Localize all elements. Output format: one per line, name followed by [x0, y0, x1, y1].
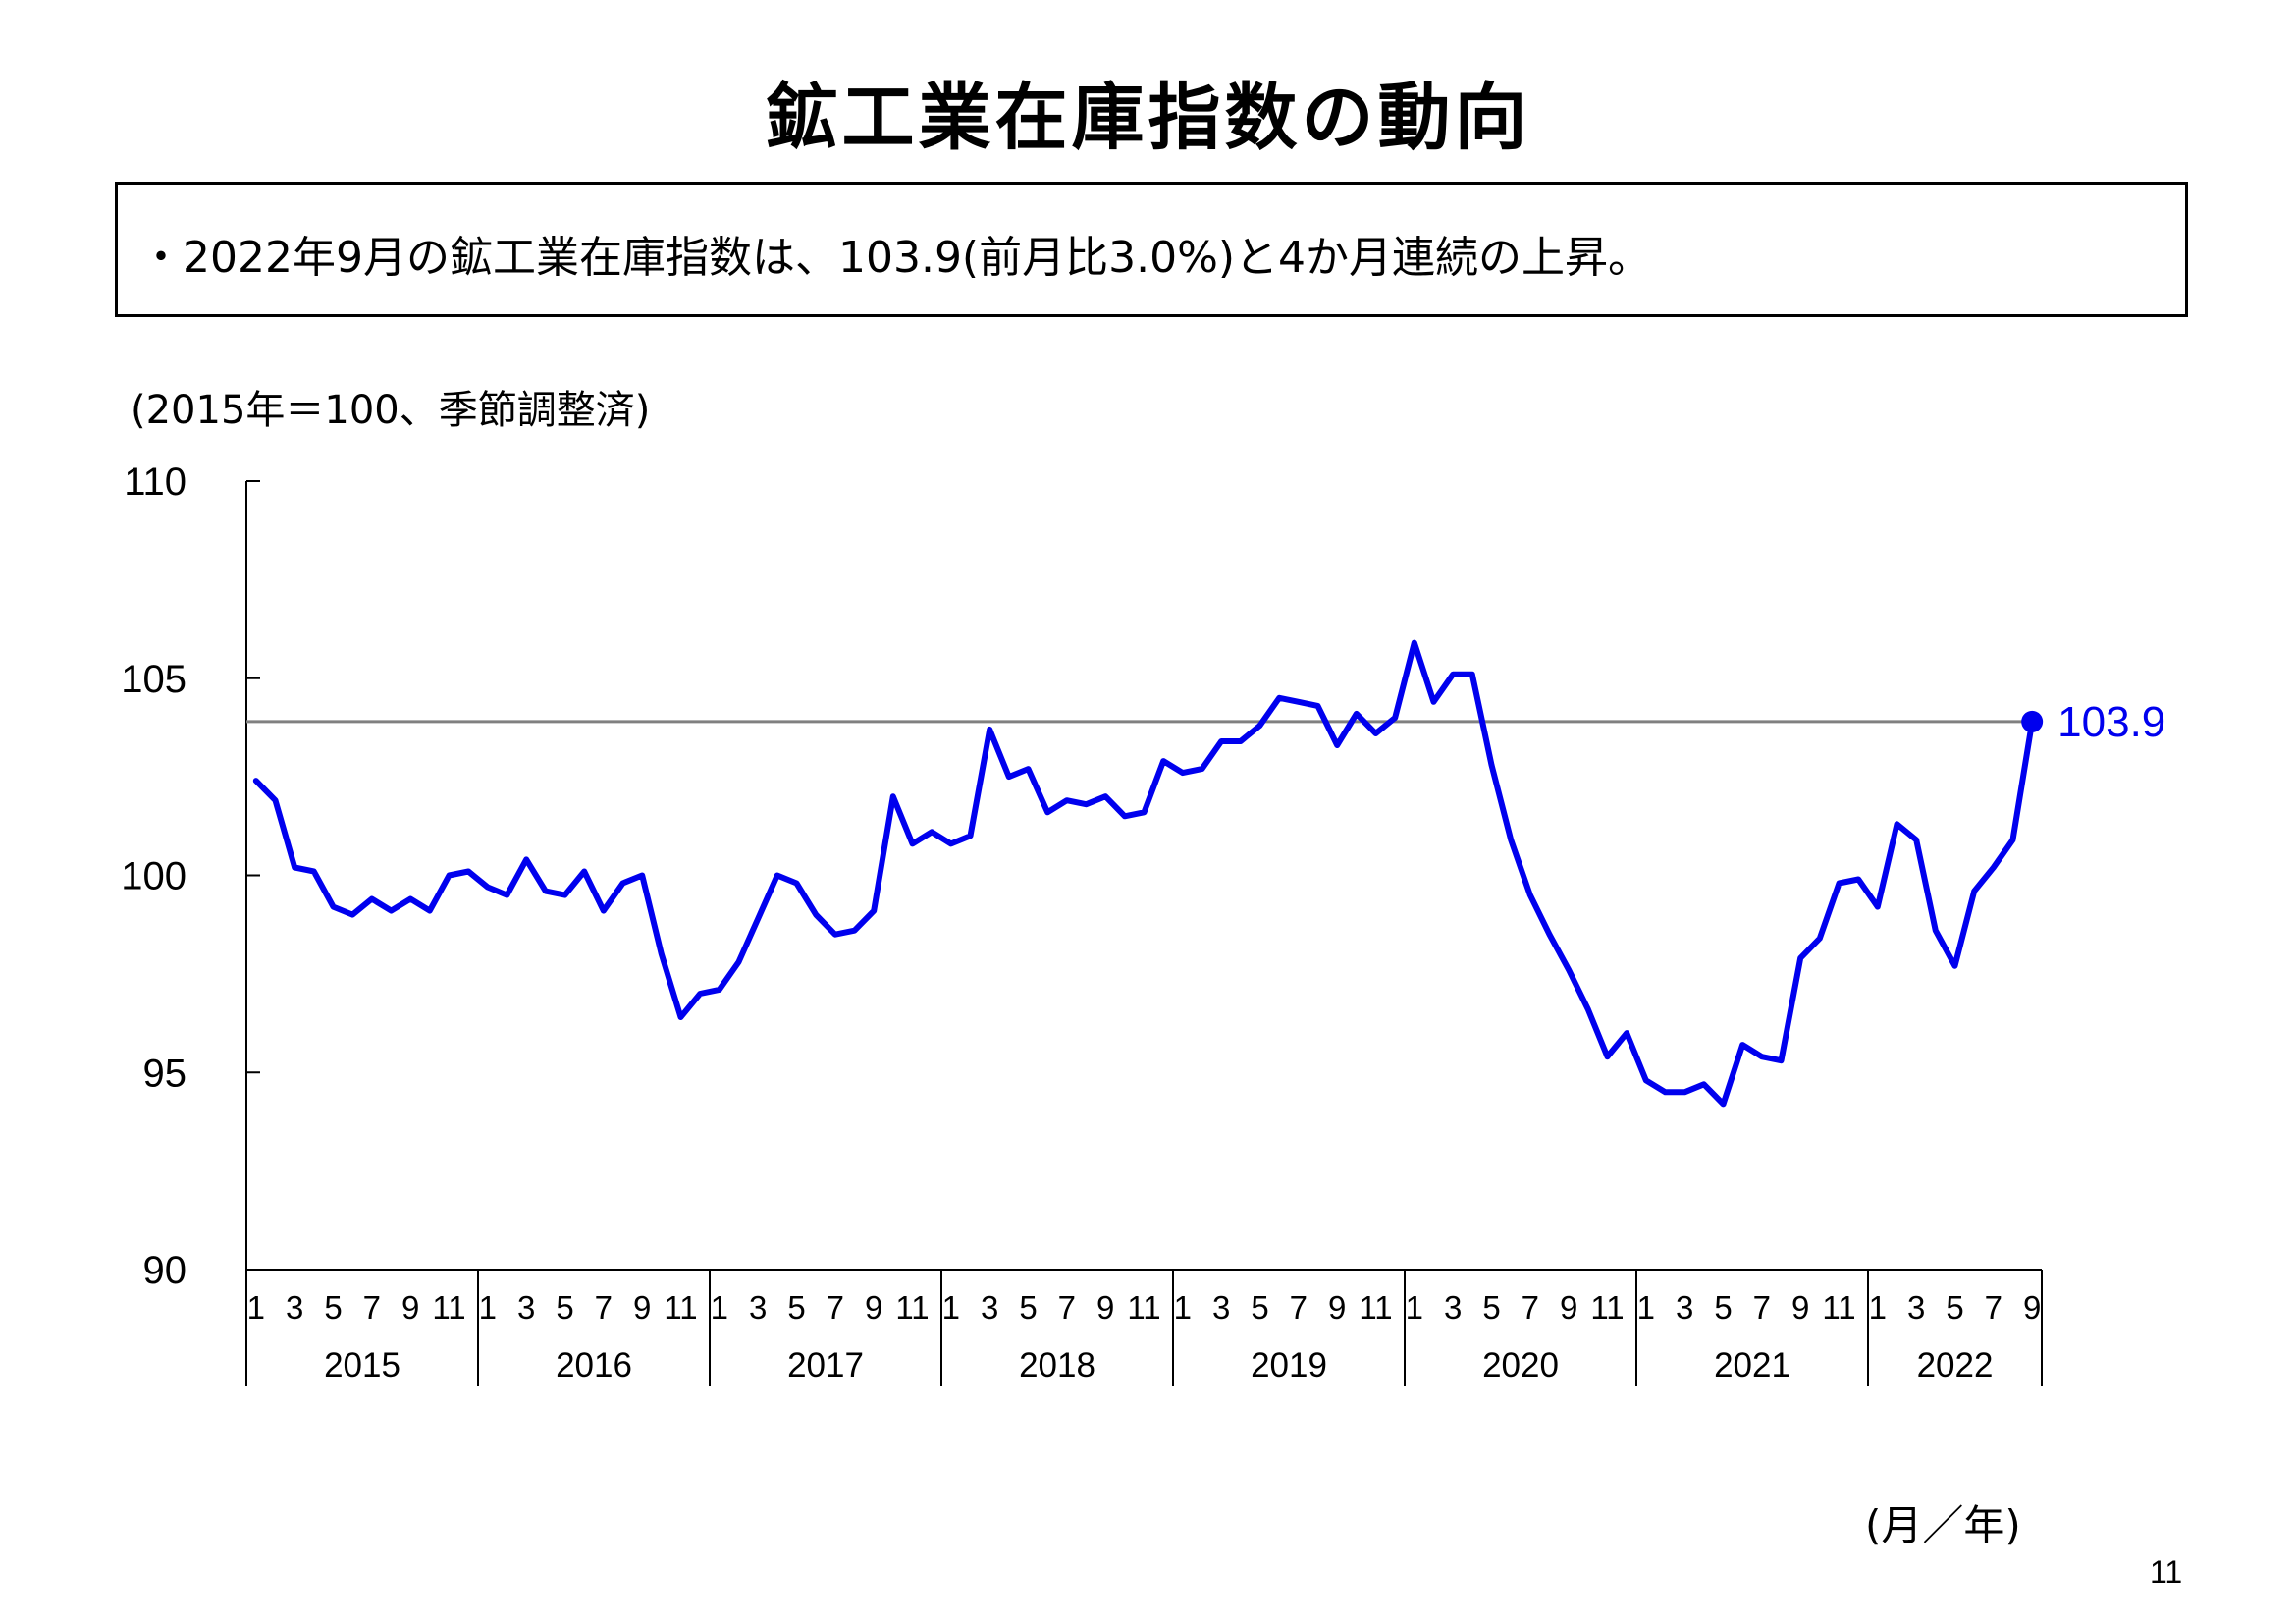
x-axis-unit: (月／年): [1865, 1501, 2021, 1549]
summary-text: ・2022年9月の鉱工業在庫指数は、103.9(前月比3.0%)と4か月連続の上…: [139, 233, 1652, 283]
month-tick-label: 1: [1869, 1289, 1887, 1326]
month-tick-label: 9: [1328, 1289, 1346, 1326]
month-tick-label: 5: [1714, 1289, 1732, 1326]
month-tick-label: 5: [1019, 1289, 1037, 1326]
month-tick-label: 9: [1791, 1289, 1809, 1326]
month-tick-label: 3: [981, 1289, 998, 1326]
y-tick-label: 100: [121, 855, 187, 898]
year-label: 2018: [1019, 1346, 1095, 1384]
month-tick-label: 3: [517, 1289, 535, 1326]
month-tick-label: 11: [1127, 1289, 1160, 1326]
year-label: 2020: [1482, 1346, 1559, 1384]
month-tick-label: 9: [633, 1289, 651, 1326]
latest-value-label: 103.9: [2057, 698, 2165, 746]
month-tick-label: 1: [711, 1289, 728, 1326]
month-tick-label: 3: [286, 1289, 303, 1326]
unit-note: (2015年＝100、季節調整済): [131, 388, 651, 433]
month-tick-label: 1: [479, 1289, 497, 1326]
month-tick-label: 7: [363, 1289, 381, 1326]
month-tick-label: 11: [1359, 1289, 1392, 1326]
month-tick-label: 7: [827, 1289, 844, 1326]
latest-point-marker: [2021, 710, 2044, 732]
month-tick-label: 9: [1096, 1289, 1114, 1326]
month-tick-label: 5: [324, 1289, 342, 1326]
year-label: 2019: [1251, 1346, 1327, 1384]
page-title: 鉱工業在庫指数の動向: [765, 76, 1531, 160]
series-line: [252, 639, 2036, 1108]
y-tick-label: 95: [143, 1052, 187, 1095]
month-tick-label: 5: [1251, 1289, 1268, 1326]
y-axis: 90 95 100 105 110: [121, 460, 260, 1292]
month-tick-label: 3: [1444, 1289, 1462, 1326]
month-tick-label: 7: [1290, 1289, 1308, 1326]
month-tick-label: 1: [1406, 1289, 1423, 1326]
summary-box: ・2022年9月の鉱工業在庫指数は、103.9(前月比3.0%)と4か月連続の上…: [115, 182, 2188, 317]
month-tick-label: 5: [556, 1289, 573, 1326]
month-tick-label: 11: [1590, 1289, 1624, 1326]
month-tick-label: 1: [247, 1289, 265, 1326]
series-group: [252, 639, 2044, 1108]
page-number: 11: [2150, 1554, 2183, 1590]
month-tick-label: 9: [865, 1289, 882, 1326]
month-tick-label: 7: [1058, 1289, 1076, 1326]
month-tick-label: 5: [787, 1289, 805, 1326]
month-tick-label: 7: [1985, 1289, 2002, 1326]
month-tick-label: 11: [895, 1289, 929, 1326]
month-tick-label: 3: [1907, 1289, 1925, 1326]
year-label: 2022: [1917, 1346, 1994, 1384]
year-label: 2021: [1714, 1346, 1790, 1384]
month-tick-label: 3: [749, 1289, 767, 1326]
y-tick-label: 110: [124, 460, 187, 504]
end-label-group: 103.9: [2057, 698, 2165, 746]
year-label: 2015: [324, 1346, 400, 1384]
y-tick-label: 90: [143, 1249, 187, 1292]
month-tick-label: 7: [1753, 1289, 1771, 1326]
month-tick-label: 11: [664, 1289, 697, 1326]
month-tick-label: 1: [1174, 1289, 1192, 1326]
month-tick-label: 3: [1212, 1289, 1230, 1326]
year-label: 2017: [787, 1346, 864, 1384]
y-tick-label: 105: [121, 658, 187, 701]
month-tick-label: 9: [401, 1289, 419, 1326]
month-tick-label: 11: [1822, 1289, 1855, 1326]
month-tick-label: 1: [1637, 1289, 1655, 1326]
month-tick-label: 9: [1560, 1289, 1577, 1326]
month-tick-label: 7: [595, 1289, 613, 1326]
month-tick-label: 1: [942, 1289, 960, 1326]
month-tick-label: 7: [1522, 1289, 1539, 1326]
month-tick-label: 5: [1482, 1289, 1500, 1326]
month-tick-label: 3: [1676, 1289, 1693, 1326]
year-label: 2016: [556, 1346, 632, 1384]
month-tick-label: 5: [1946, 1289, 1963, 1326]
month-tick-label: 9: [2023, 1289, 2041, 1326]
month-tick-label: 11: [432, 1289, 465, 1326]
